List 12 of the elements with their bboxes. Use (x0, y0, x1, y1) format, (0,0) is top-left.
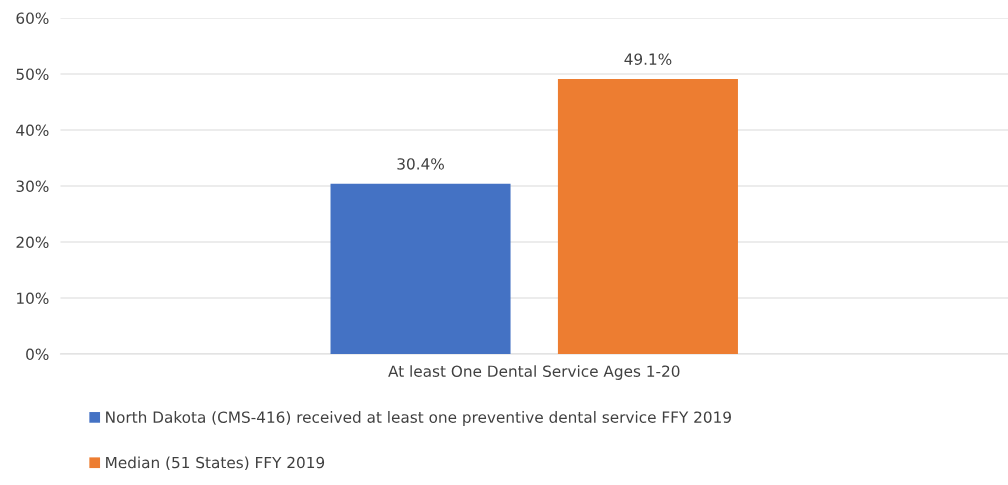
y-tick-label: 0% (26, 348, 49, 361)
y-tick-label: 30% (16, 180, 49, 193)
data-label: 49.1% (624, 53, 672, 65)
y-tick-label: 20% (16, 236, 49, 249)
legend-label: North Dakota (CMS-416) received at least one preventive dental service FFY 2019 (106, 411, 731, 426)
y-tick-label: 10% (17, 292, 49, 305)
data-label: 30.4% (397, 158, 444, 170)
y-tick-label: 40% (16, 124, 49, 136)
y-tick-label: 60% (16, 12, 49, 24)
x-tick-label: At least One Dental Service Ages 1-20 (388, 365, 680, 380)
legend-label: Median (51 States) FFY 2019 (106, 456, 325, 471)
y-tick-label: 50% (16, 68, 49, 80)
